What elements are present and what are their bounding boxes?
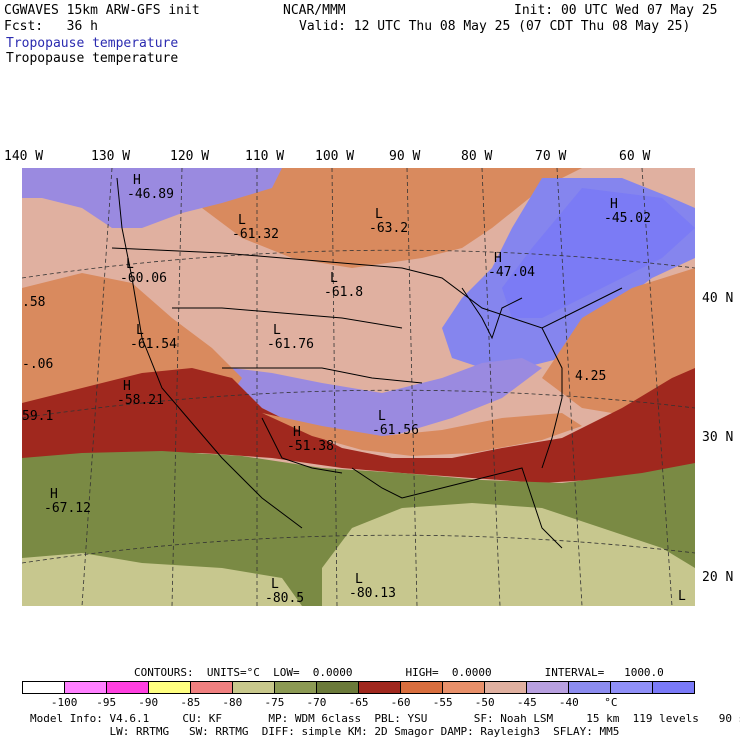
pressure-center-value: -80.13 [349, 586, 396, 601]
model-info-line1: Model Info: V4.6.1 CU: KF MP: WDM 6class… [30, 712, 740, 725]
color-legend-swatch [275, 682, 317, 693]
pressure-center-value: -47.04 [488, 265, 535, 280]
color-legend-swatch [317, 682, 359, 693]
lat-label-20n: 20 N [702, 570, 734, 585]
pressure-center-value: 4.25 [575, 369, 606, 384]
lon-label-70w: 70 W [535, 149, 567, 164]
color-legend-tick: -95 [96, 696, 117, 709]
color-legend-swatch [233, 682, 275, 693]
pressure-center-value: -51.38 [287, 439, 334, 454]
pressure-center-symbol: L [355, 572, 363, 587]
field-purple-central [232, 358, 542, 443]
field-orange-south [262, 413, 582, 456]
field-purple-northwest [22, 168, 282, 228]
pressure-center-symbol: L [136, 323, 144, 338]
graticule [22, 168, 695, 606]
color-legend-tick: -90 [138, 696, 159, 709]
pressure-center-symbol: L [375, 207, 383, 222]
pressure-center-symbol: L [273, 323, 281, 338]
color-legend [22, 681, 695, 694]
pressure-center-value: -61.32 [232, 227, 279, 242]
color-legend-tick: -65 [348, 696, 369, 709]
color-legend-swatch [191, 682, 233, 693]
color-legend-tick: -50 [474, 696, 495, 709]
pressure-center-value: -58.21 [117, 393, 164, 408]
pressure-center-symbol: L [271, 577, 279, 592]
color-legend-tick: -75 [264, 696, 285, 709]
color-legend-swatch [65, 682, 107, 693]
color-legend-swatch [527, 682, 569, 693]
lon-label-120w: 120 W [170, 149, 210, 164]
pressure-center-symbol: H [494, 251, 502, 266]
lon-label-140w: 140 W [4, 149, 44, 164]
field-khaki-west [22, 553, 302, 606]
color-legend-tick: -45 [516, 696, 537, 709]
color-legend-swatch [107, 682, 149, 693]
lon-label-100w: 100 W [315, 149, 355, 164]
model-info-line2: LW: RRTMG SW: RRTMG DIFF: simple KM: 2D … [30, 725, 620, 738]
color-legend-swatch [359, 682, 401, 693]
lon-label-60w: 60 W [619, 149, 651, 164]
pressure-center-value: 59.1 [22, 409, 53, 424]
valid-time: Valid: 12 UTC Thu 08 May 25 (07 CDT Thu … [299, 19, 691, 34]
color-legend-tick: -55 [432, 696, 453, 709]
pressure-center-symbol: H [133, 173, 141, 188]
pressure-center-value: -61.76 [267, 337, 314, 352]
color-legend-swatch [653, 682, 694, 693]
political-boundaries [111, 177, 623, 549]
field-blue-northeast [502, 188, 695, 318]
init-time: Init: 00 UTC Wed 07 May 25 [514, 3, 718, 18]
pressure-center-value: -67.12 [44, 501, 91, 516]
lon-label-90w: 90 W [389, 149, 421, 164]
tropopause-temperature-map: H -46.89 L -61.32 L -63.2 H -45.02 L -60.06 L -61.8… [22, 168, 695, 606]
color-legend-tick: °C [604, 696, 618, 709]
color-legend-tick: -70 [306, 696, 327, 709]
pressure-center-symbol: L [330, 271, 338, 286]
color-legend-swatch [23, 682, 65, 693]
field-darkred-band [22, 368, 695, 483]
pressure-center-value: -61.8 [324, 285, 363, 300]
pressure-center-symbol: L [126, 257, 134, 272]
color-legend-swatch [611, 682, 653, 693]
pressure-center-value: -63.2 [369, 221, 408, 236]
field-title-1: Tropopause temperature [6, 36, 179, 51]
color-legend-tick: -60 [390, 696, 411, 709]
pressure-center-symbol: H [123, 379, 131, 394]
color-legend-swatch [443, 682, 485, 693]
color-legend-swatch [569, 682, 611, 693]
pressure-center-symbol: H [610, 197, 618, 212]
color-legend-ticks: -100 -95 -90 -85 -80 -75 -70 -65 -60 -55 -50 -45 -40… [22, 696, 722, 710]
org-label: NCAR/MMM [283, 3, 346, 18]
pressure-center-symbol: H [50, 487, 58, 502]
pressure-center-value: -61.54 [130, 337, 177, 352]
pressure-center-symbol: L [378, 409, 386, 424]
model-title: CGWAVES 15km ARW-GFS init [4, 3, 200, 18]
color-legend-tick: -85 [180, 696, 201, 709]
color-legend-swatch [485, 682, 527, 693]
lat-label-40n: 40 N [702, 291, 734, 306]
pressure-center-value: -60.06 [120, 271, 167, 286]
contours-info: CONTOURS: UNITS=°C LOW= 0.0000 HIGH= 0.0… [134, 666, 664, 679]
color-legend-swatch [401, 682, 443, 693]
lon-label-80w: 80 W [461, 149, 493, 164]
pressure-center-value: -61.56 [372, 423, 419, 438]
pressure-center-symbol: H [293, 425, 301, 440]
forecast-hour: Fcst: 36 h [4, 19, 98, 34]
color-legend-tick: -40 [558, 696, 579, 709]
pressure-center-value: -45.02 [604, 211, 651, 226]
field-orange-north [172, 168, 582, 268]
color-legend-swatch [149, 682, 191, 693]
color-legend-tick: -80 [222, 696, 243, 709]
pressure-center-value: -80.5 [265, 591, 304, 606]
pressure-center-value: -.06 [22, 357, 53, 372]
pressure-center-symbol: L [678, 589, 686, 604]
lon-label-130w: 130 W [91, 149, 131, 164]
pressure-center-value: -46.89 [127, 187, 174, 202]
color-legend-tick: -100 [50, 696, 78, 709]
pressure-center-value: .58 [22, 295, 45, 310]
lon-label-110w: 110 W [245, 149, 285, 164]
pressure-center-symbol: L [238, 213, 246, 228]
lat-label-30n: 30 N [702, 430, 734, 445]
field-title-2: Tropopause temperature [6, 51, 179, 66]
